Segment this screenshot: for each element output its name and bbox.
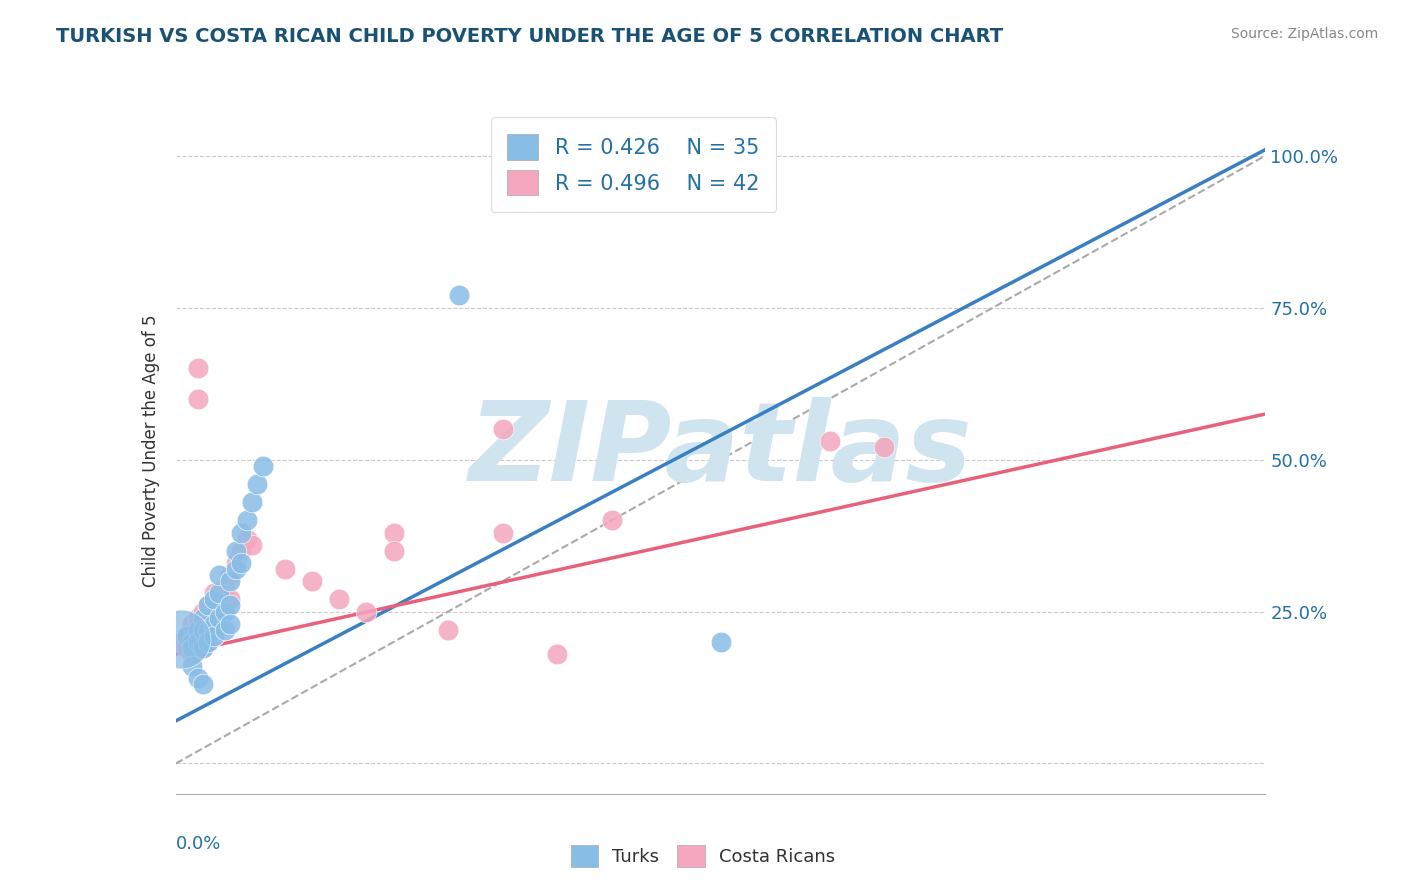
Point xyxy=(170,635,193,649)
Text: TURKISH VS COSTA RICAN CHILD POVERTY UNDER THE AGE OF 5 CORRELATION CHART: TURKISH VS COSTA RICAN CHILD POVERTY UND… xyxy=(56,27,1004,45)
Point xyxy=(208,586,231,600)
Point xyxy=(170,632,193,646)
Point xyxy=(246,476,269,491)
Point xyxy=(382,543,405,558)
Point xyxy=(202,586,225,600)
Point xyxy=(214,623,236,637)
Point xyxy=(818,434,841,449)
Point xyxy=(240,495,263,509)
Point xyxy=(219,599,242,613)
Point xyxy=(437,623,460,637)
Text: Source: ZipAtlas.com: Source: ZipAtlas.com xyxy=(1230,27,1378,41)
Point xyxy=(197,599,219,613)
Point xyxy=(252,458,274,473)
Point xyxy=(197,599,219,613)
Point xyxy=(197,635,219,649)
Point xyxy=(214,605,236,619)
Point xyxy=(214,580,236,594)
Point xyxy=(181,640,204,655)
Point xyxy=(181,616,204,631)
Point xyxy=(191,677,214,691)
Point xyxy=(219,616,242,631)
Point xyxy=(191,605,214,619)
Text: ZIPatlas: ZIPatlas xyxy=(468,397,973,504)
Point xyxy=(214,605,236,619)
Point xyxy=(231,525,253,540)
Point xyxy=(231,543,253,558)
Point xyxy=(710,635,733,649)
Text: 0.0%: 0.0% xyxy=(176,835,221,853)
Point xyxy=(186,623,209,637)
Point xyxy=(186,672,209,686)
Point xyxy=(208,592,231,607)
Point xyxy=(191,640,214,655)
Point xyxy=(181,635,204,649)
Point xyxy=(186,635,209,649)
Point xyxy=(191,640,214,655)
Point xyxy=(197,635,219,649)
Point xyxy=(191,623,214,637)
Point xyxy=(219,574,242,589)
Point xyxy=(208,568,231,582)
Point xyxy=(235,513,257,527)
Point xyxy=(197,616,219,631)
Point xyxy=(202,610,225,624)
Point xyxy=(235,532,257,546)
Point xyxy=(225,543,247,558)
Point xyxy=(225,562,247,576)
Legend: Turks, Costa Ricans: Turks, Costa Ricans xyxy=(564,838,842,874)
Point xyxy=(447,288,470,302)
Point xyxy=(202,629,225,643)
Point xyxy=(202,592,225,607)
Point xyxy=(600,513,623,527)
Point xyxy=(186,629,209,643)
Point xyxy=(176,640,198,655)
Point xyxy=(186,610,209,624)
Point xyxy=(219,568,242,582)
Point xyxy=(176,629,198,643)
Legend: R = 0.426    N = 35, R = 0.496    N = 42: R = 0.426 N = 35, R = 0.496 N = 42 xyxy=(491,118,776,212)
Point xyxy=(492,525,515,540)
Point xyxy=(181,635,204,649)
Point xyxy=(176,629,198,643)
Point xyxy=(231,556,253,570)
Point xyxy=(382,525,405,540)
Point xyxy=(225,556,247,570)
Point xyxy=(274,562,297,576)
Point xyxy=(546,647,568,661)
Point xyxy=(873,441,896,455)
Point xyxy=(181,647,204,661)
Point xyxy=(219,592,242,607)
Point xyxy=(186,361,209,376)
Point xyxy=(356,605,378,619)
Point xyxy=(492,422,515,436)
Point xyxy=(301,574,323,589)
Point xyxy=(191,610,214,624)
Point xyxy=(186,392,209,406)
Point xyxy=(208,610,231,624)
Point xyxy=(328,592,350,607)
Point xyxy=(240,538,263,552)
Point xyxy=(202,616,225,631)
Point xyxy=(208,616,231,631)
Point xyxy=(191,623,214,637)
Point xyxy=(202,629,225,643)
Y-axis label: Child Poverty Under the Age of 5: Child Poverty Under the Age of 5 xyxy=(142,314,160,587)
Point xyxy=(181,659,204,673)
Point xyxy=(197,623,219,637)
